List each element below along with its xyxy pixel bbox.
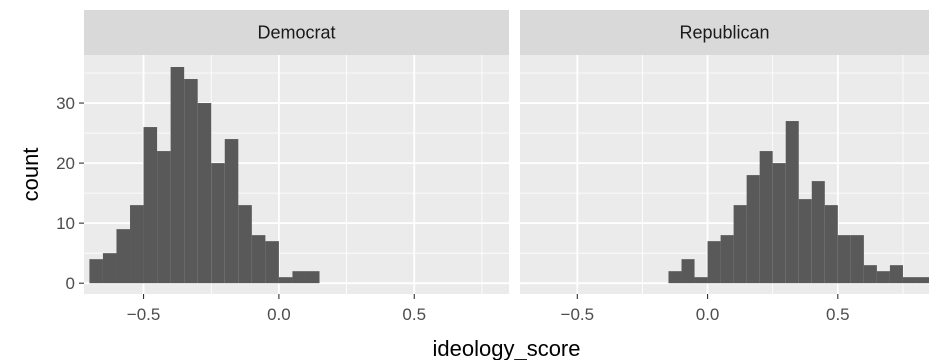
histogram-bar xyxy=(157,151,171,284)
histogram-bar xyxy=(197,103,212,284)
histogram-bar xyxy=(837,235,851,284)
histogram-bar xyxy=(850,235,864,284)
histogram-bar xyxy=(876,271,890,284)
histogram-bar xyxy=(759,151,773,284)
facet-label: Republican xyxy=(679,23,769,43)
histogram-bar xyxy=(184,79,198,284)
y-tick-label: 10 xyxy=(56,214,75,233)
facet-label: Democrat xyxy=(257,23,335,43)
histogram-bar xyxy=(811,181,825,284)
histogram-bar xyxy=(238,205,252,284)
histogram-bar xyxy=(824,205,838,284)
histogram-bar xyxy=(278,277,293,284)
histogram-bar xyxy=(720,235,734,284)
histogram-bar xyxy=(116,229,131,284)
x-tick-label: −0.5 xyxy=(127,305,161,324)
histogram-bar xyxy=(102,253,117,284)
x-tick-label: 0.5 xyxy=(402,305,426,324)
histogram-bar xyxy=(89,259,103,284)
histogram-bar xyxy=(211,163,225,284)
x-tick-label: 0.0 xyxy=(696,305,720,324)
histogram-bar xyxy=(681,259,695,284)
histogram-bar xyxy=(224,139,239,284)
facet-strip xyxy=(84,10,509,55)
histogram-bar xyxy=(902,277,916,284)
histogram-bar xyxy=(915,277,929,284)
histogram-bar xyxy=(265,241,279,284)
histogram-bar xyxy=(889,265,903,284)
y-tick-label: 20 xyxy=(56,154,75,173)
histogram-bar xyxy=(143,127,158,284)
histogram-bar xyxy=(251,235,266,284)
histogram-bar xyxy=(746,175,760,284)
histogram-bar xyxy=(170,67,185,284)
y-tick-label: 30 xyxy=(56,94,75,113)
histogram-bar xyxy=(707,241,721,284)
x-axis-title: ideology_score xyxy=(433,336,581,360)
facet-strip xyxy=(520,10,929,55)
x-tick-label: −0.5 xyxy=(561,305,595,324)
histogram-bar xyxy=(305,271,320,284)
y-axis-title: count xyxy=(18,148,43,202)
histogram-bar xyxy=(785,121,799,284)
histogram-bar xyxy=(668,271,682,284)
y-tick-label: 0 xyxy=(66,274,75,293)
histogram-bar xyxy=(863,265,877,284)
histogram-bar xyxy=(130,205,144,284)
x-tick-label: 0.0 xyxy=(267,305,291,324)
histogram-bar xyxy=(733,205,747,284)
histogram-bar xyxy=(694,277,708,284)
histogram-bar xyxy=(772,163,786,284)
x-tick-label: 0.5 xyxy=(826,305,850,324)
histogram-bar xyxy=(292,271,306,284)
histogram-bar xyxy=(798,199,812,284)
